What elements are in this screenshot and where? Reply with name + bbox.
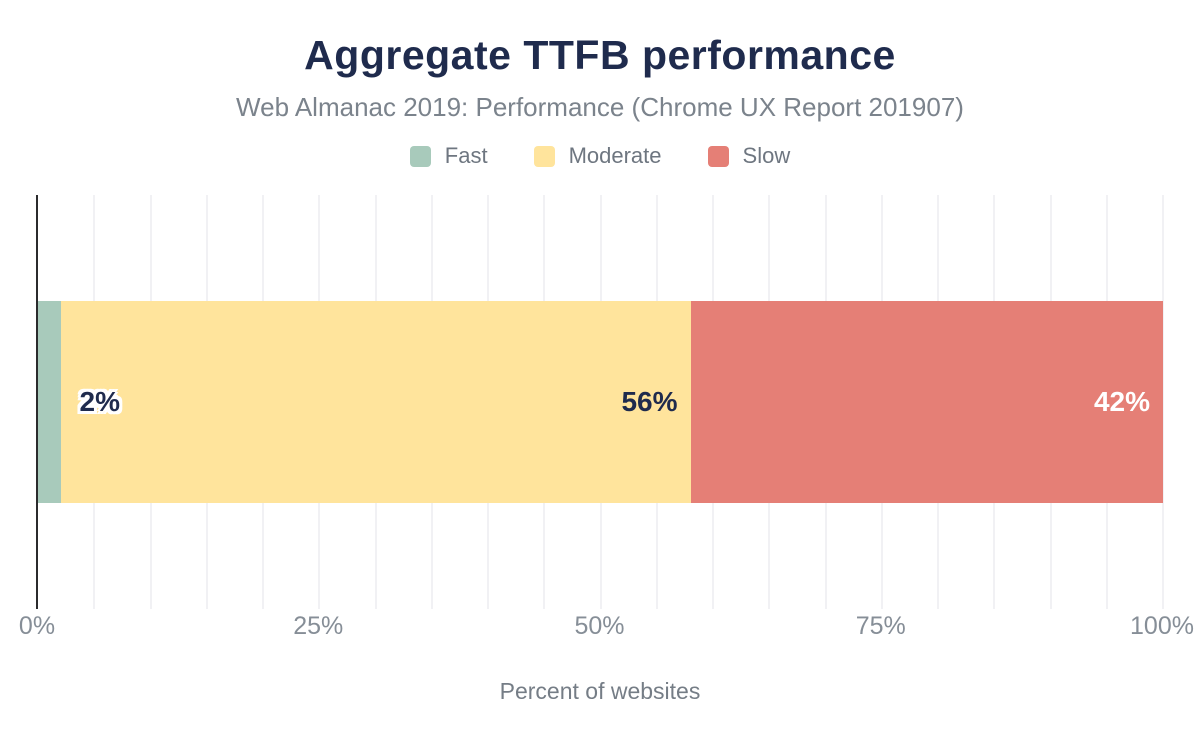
legend-item-fast[interactable]: Fast (409, 143, 488, 169)
x-tick-label: 25% (293, 612, 344, 640)
chart-title: Aggregate TTFB performance (304, 32, 896, 78)
legend-label: Fast (444, 143, 488, 168)
bar-segment-slow[interactable] (690, 301, 1163, 503)
legend-swatch-fast (409, 145, 431, 167)
legend-item-slow[interactable]: Slow (707, 143, 791, 169)
gridline (1162, 195, 1164, 609)
y-axis-line (36, 195, 38, 609)
x-tick-label: 0% (18, 612, 56, 640)
legend: Fast Moderate Slow (0, 143, 1200, 169)
bar-segment-moderate[interactable] (60, 301, 691, 503)
bar-segment-fast[interactable] (38, 301, 61, 503)
legend-item-moderate[interactable]: Moderate (533, 143, 662, 169)
x-tick-label: 50% (574, 612, 625, 640)
plot-area: 2% 56% 42% 0% 25% 50% 75% 100% Percent of webs… (0, 195, 1200, 704)
legend-label: Slow (742, 143, 791, 168)
x-axis-title: Percent of websites (499, 678, 701, 704)
chart-subtitle: Web Almanac 2019: Performance (Chrome UX… (236, 92, 964, 122)
x-axis-ticks: 0% 25% 50% 75% 100% (0, 612, 1200, 646)
bar-label-fast: 2% (79, 386, 120, 417)
bar-label-slow: 42% (1093, 386, 1150, 417)
bar-label-moderate: 56% (621, 386, 678, 417)
stacked-bar: 2% 56% 42% (38, 301, 1163, 503)
legend-swatch-moderate (533, 145, 555, 167)
legend-label: Moderate (568, 143, 662, 168)
x-tick-label: 75% (855, 612, 906, 640)
x-tick-label: 100% (1130, 612, 1194, 640)
legend-swatch-slow (707, 145, 729, 167)
